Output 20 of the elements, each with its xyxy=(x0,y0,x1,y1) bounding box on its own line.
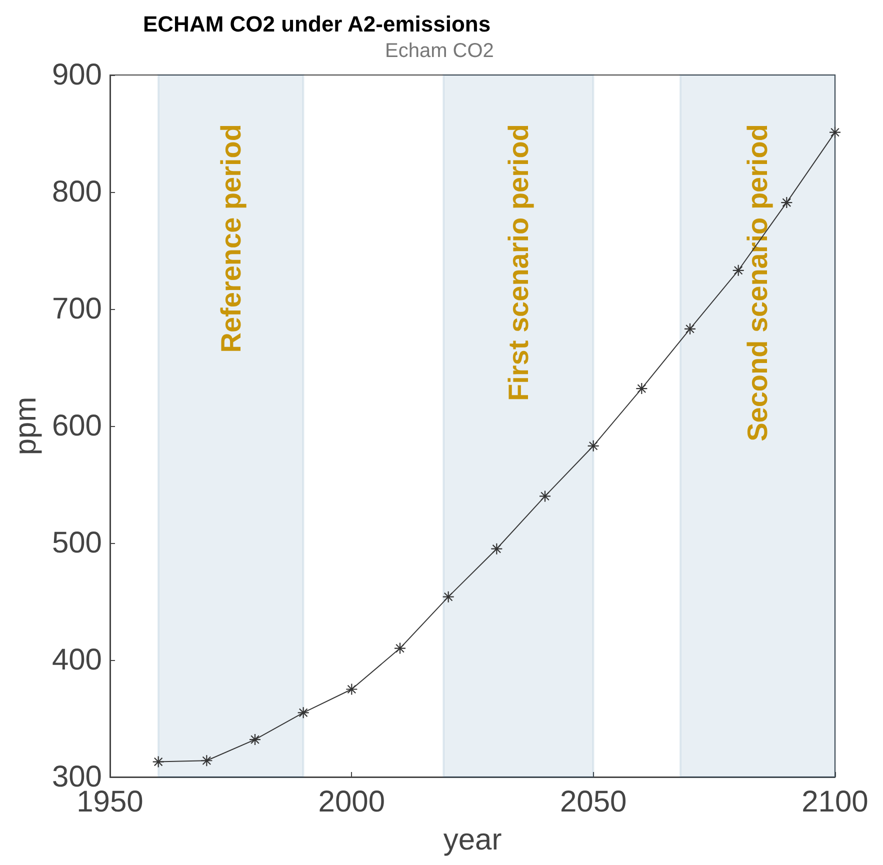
y-tick-label: 900 xyxy=(52,58,102,92)
x-tick-label: 2050 xyxy=(560,786,627,818)
x-axis-title: year xyxy=(443,824,502,856)
band-label: Second scenario period xyxy=(742,124,774,442)
y-tick-label: 500 xyxy=(52,526,102,560)
band-label: First scenario period xyxy=(502,124,534,401)
y-tick-label: 400 xyxy=(52,644,102,676)
y-axis-title: ppm xyxy=(10,396,43,456)
y-tick-label: 600 xyxy=(52,410,102,442)
point xyxy=(394,642,406,654)
y-tick-label: 800 xyxy=(52,176,102,208)
point xyxy=(152,756,164,768)
point xyxy=(540,490,550,502)
y-tick-label: 700 xyxy=(52,292,102,326)
chart-title: ECHAM CO2 under A2-emissions xyxy=(143,12,491,36)
x-tick-label: 2000 xyxy=(318,786,386,818)
band-label: Reference period xyxy=(215,124,246,353)
x-tick-label: 2100 xyxy=(802,786,868,818)
point xyxy=(346,684,358,695)
chart-subtitle: Echam CO2 xyxy=(385,40,494,62)
